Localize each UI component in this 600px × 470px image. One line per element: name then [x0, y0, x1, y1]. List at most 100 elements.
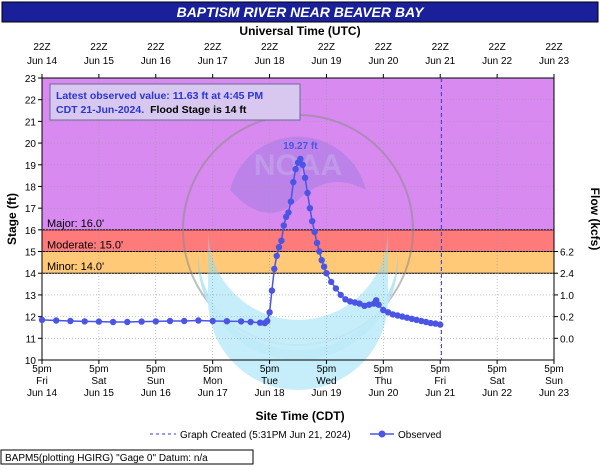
y-tick-label: 21: [25, 117, 37, 128]
y-tick-label: 19: [25, 161, 37, 172]
observed-point: [268, 287, 276, 294]
major-threshold-label: Major: 16.0': [47, 218, 104, 230]
y-axis-label: Stage (ft): [5, 193, 19, 245]
observed-point: [109, 318, 117, 326]
observed-point: [309, 218, 316, 225]
observed-point: [223, 318, 231, 325]
minor-band: [42, 251, 554, 274]
x-tick-day: Tue: [261, 376, 278, 387]
observed-point: [271, 265, 278, 273]
x-tick-time: 5pm: [89, 364, 108, 375]
x-tick-date: Jun 21: [425, 388, 455, 399]
observed-point: [375, 301, 382, 308]
moderate-threshold-label: Moderate: 15.0': [47, 240, 123, 252]
observed-point: [264, 317, 271, 325]
observed-point: [346, 298, 354, 305]
top-tick-time: 22Z: [90, 42, 107, 53]
observed-point: [304, 189, 311, 197]
x-tick-date: Jun 16: [141, 388, 171, 399]
x-tick-time: 5pm: [374, 364, 393, 375]
x-tick-date: Jun 17: [198, 388, 228, 399]
observed-point: [427, 319, 434, 327]
observed-point: [323, 270, 330, 277]
top-tick-date: Jun 20: [368, 56, 398, 67]
observed-point: [266, 309, 273, 316]
observed-point: [280, 222, 287, 229]
y-tick-label: 12: [25, 313, 37, 324]
observed-point: [299, 161, 306, 168]
y-tick-label: 10: [25, 356, 37, 367]
top-tick-date: Jun 18: [255, 56, 285, 67]
observed-point: [313, 239, 321, 247]
observed-point: [292, 165, 299, 173]
observed-point: [195, 317, 202, 324]
y-tick-label: 14: [25, 269, 37, 280]
x-tick-day: Sat: [490, 376, 505, 387]
top-tick-time: 22Z: [488, 42, 505, 53]
top-tick-date: Jun 17: [198, 56, 228, 67]
observed-point: [328, 278, 335, 286]
observed-point: [237, 318, 245, 325]
y-tick-label: 16: [25, 226, 37, 237]
x-tick-date: Jun 20: [368, 388, 398, 399]
observed-point: [38, 316, 46, 324]
observed-point: [301, 174, 309, 181]
y2-tick-label: 2.4: [560, 269, 574, 280]
x-tick-date: Jun 14: [27, 388, 57, 399]
observed-point: [332, 285, 340, 292]
top-tick-date: Jun 16: [141, 56, 171, 67]
y-tick-label: 17: [25, 204, 37, 215]
gridlines: [42, 78, 554, 360]
observed-point: [311, 228, 318, 236]
top-tick-time: 22Z: [147, 42, 164, 53]
x-tick-day: Wed: [316, 376, 336, 387]
observed-point: [403, 314, 411, 321]
x-tick-day: Sat: [91, 376, 106, 387]
y-tick-label: 11: [26, 334, 37, 345]
x-tick-date: Jun 18: [255, 388, 285, 399]
observed-point: [275, 244, 283, 251]
x-tick-day: Sun: [545, 376, 563, 387]
y-tick-label: 20: [25, 139, 37, 150]
observed-point: [356, 300, 363, 307]
x-tick-time: 5pm: [317, 364, 336, 375]
y2-tick-label: 0.0: [560, 334, 574, 345]
moderate-band: [42, 229, 554, 252]
x-tick-time: 5pm: [260, 364, 279, 375]
x-tick-time: 5pm: [146, 364, 165, 375]
x-tick-time: 5pm: [430, 364, 449, 375]
x-tick-time: 5pm: [203, 364, 222, 375]
top-tick-time: 22Z: [318, 42, 335, 53]
observed-point: [380, 306, 387, 314]
top-tick-time: 22Z: [545, 42, 562, 53]
x-tick-day: Sun: [147, 376, 165, 387]
observed-point: [318, 257, 325, 264]
top-tick-time: 22Z: [33, 42, 50, 53]
x-tick-date: Jun 19: [311, 388, 341, 399]
observed-point: [67, 317, 74, 325]
legend-observed-marker: [378, 430, 386, 438]
top-tick-date: Jun 15: [84, 56, 114, 67]
x-tick-date: Jun 23: [539, 388, 569, 399]
top-tick-time: 22Z: [375, 42, 392, 53]
observed-point: [437, 321, 444, 328]
top-tick-date: Jun 19: [311, 56, 341, 67]
peak-label: 19.27 ft: [283, 141, 318, 152]
flood-stage-note: Flood Stage is 14 ft: [150, 104, 247, 116]
latest-observed-date: CDT 21-Jun-2024.: [56, 104, 144, 116]
observed-point: [306, 205, 314, 212]
top-tick-date: Jun 23: [539, 56, 569, 67]
observed-point: [287, 198, 295, 205]
y-tick-label: 22: [25, 96, 37, 107]
x-tick-day: Fri: [434, 376, 446, 387]
x-tick-time: 5pm: [544, 364, 563, 375]
observed-point: [278, 237, 285, 244]
x-tick-date: Jun 15: [84, 388, 114, 399]
info-box: [49, 83, 301, 121]
legend-observed-label: Observed: [398, 430, 441, 441]
observed-point: [290, 178, 297, 186]
observed-point: [273, 252, 280, 260]
chart-title: BAPTISM RIVER NEAR BEAVER BAY: [177, 4, 426, 20]
